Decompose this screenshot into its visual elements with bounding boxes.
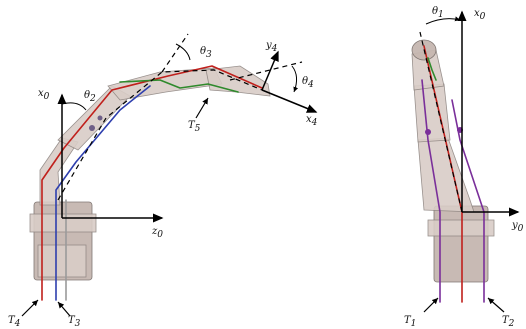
label-x4: x4 [306, 114, 318, 128]
left-base-lower [37, 244, 87, 278]
label-theta4: θ4 [302, 76, 314, 90]
t5-pointer-arrow [195, 97, 209, 119]
t1-pointer-arrow [423, 297, 439, 313]
right-cable-green [427, 57, 437, 81]
label-t1: T1 [404, 315, 416, 329]
label-x0-left: x0 [38, 88, 50, 102]
right-dashed-link-line [419, 31, 463, 213]
left-base-detail [29, 213, 97, 233]
right-base-detail [427, 219, 495, 237]
left-cable-blue [55, 85, 151, 301]
label-t4: T4 [8, 315, 21, 329]
right-link-middle [413, 83, 451, 143]
label-y4: y4 [265, 40, 278, 54]
label-z0-left: z0 [151, 226, 163, 240]
left-arm-diagram: x0 z0 θ2 θ3 y4 θ4 x4 T5 T4 T3 [8, 33, 318, 329]
left-cable-red [41, 65, 263, 301]
theta1-arc [425, 16, 461, 25]
label-t5: T5 [188, 120, 201, 134]
left-dashed-extension-4 [229, 61, 303, 81]
label-theta2: θ2 [84, 90, 96, 104]
left-dashed-extension-3 [161, 33, 189, 73]
label-theta1: θ1 [432, 6, 444, 20]
left-y4-axis [261, 50, 279, 91]
theta4-arc [291, 65, 299, 93]
t3-pointer-arrow [57, 301, 71, 317]
left-cable-green [119, 79, 239, 93]
label-t3: T3 [68, 315, 81, 329]
right-base-block [433, 205, 489, 283]
theta2-arc [61, 102, 87, 111]
left-joint-marker [89, 125, 95, 131]
right-cable-purple-right [451, 99, 485, 303]
label-x0-right: x0 [474, 8, 486, 22]
label-t2: T2 [502, 315, 515, 329]
right-link-lower [417, 137, 475, 213]
left-joint-marker [97, 115, 103, 121]
right-arm-diagram: θ1 x0 y0 T1 T2 [404, 6, 524, 329]
t4-pointer-arrow [21, 299, 39, 317]
left-dashed-link-line [57, 69, 263, 201]
t2-pointer-arrow [487, 297, 505, 313]
left-link-1 [39, 137, 79, 206]
label-theta3: θ3 [200, 46, 212, 60]
left-x4-axis [261, 89, 318, 113]
label-y0-right: y0 [511, 220, 524, 234]
theta3-arc [175, 43, 191, 61]
right-cable-purple-left [421, 79, 441, 303]
